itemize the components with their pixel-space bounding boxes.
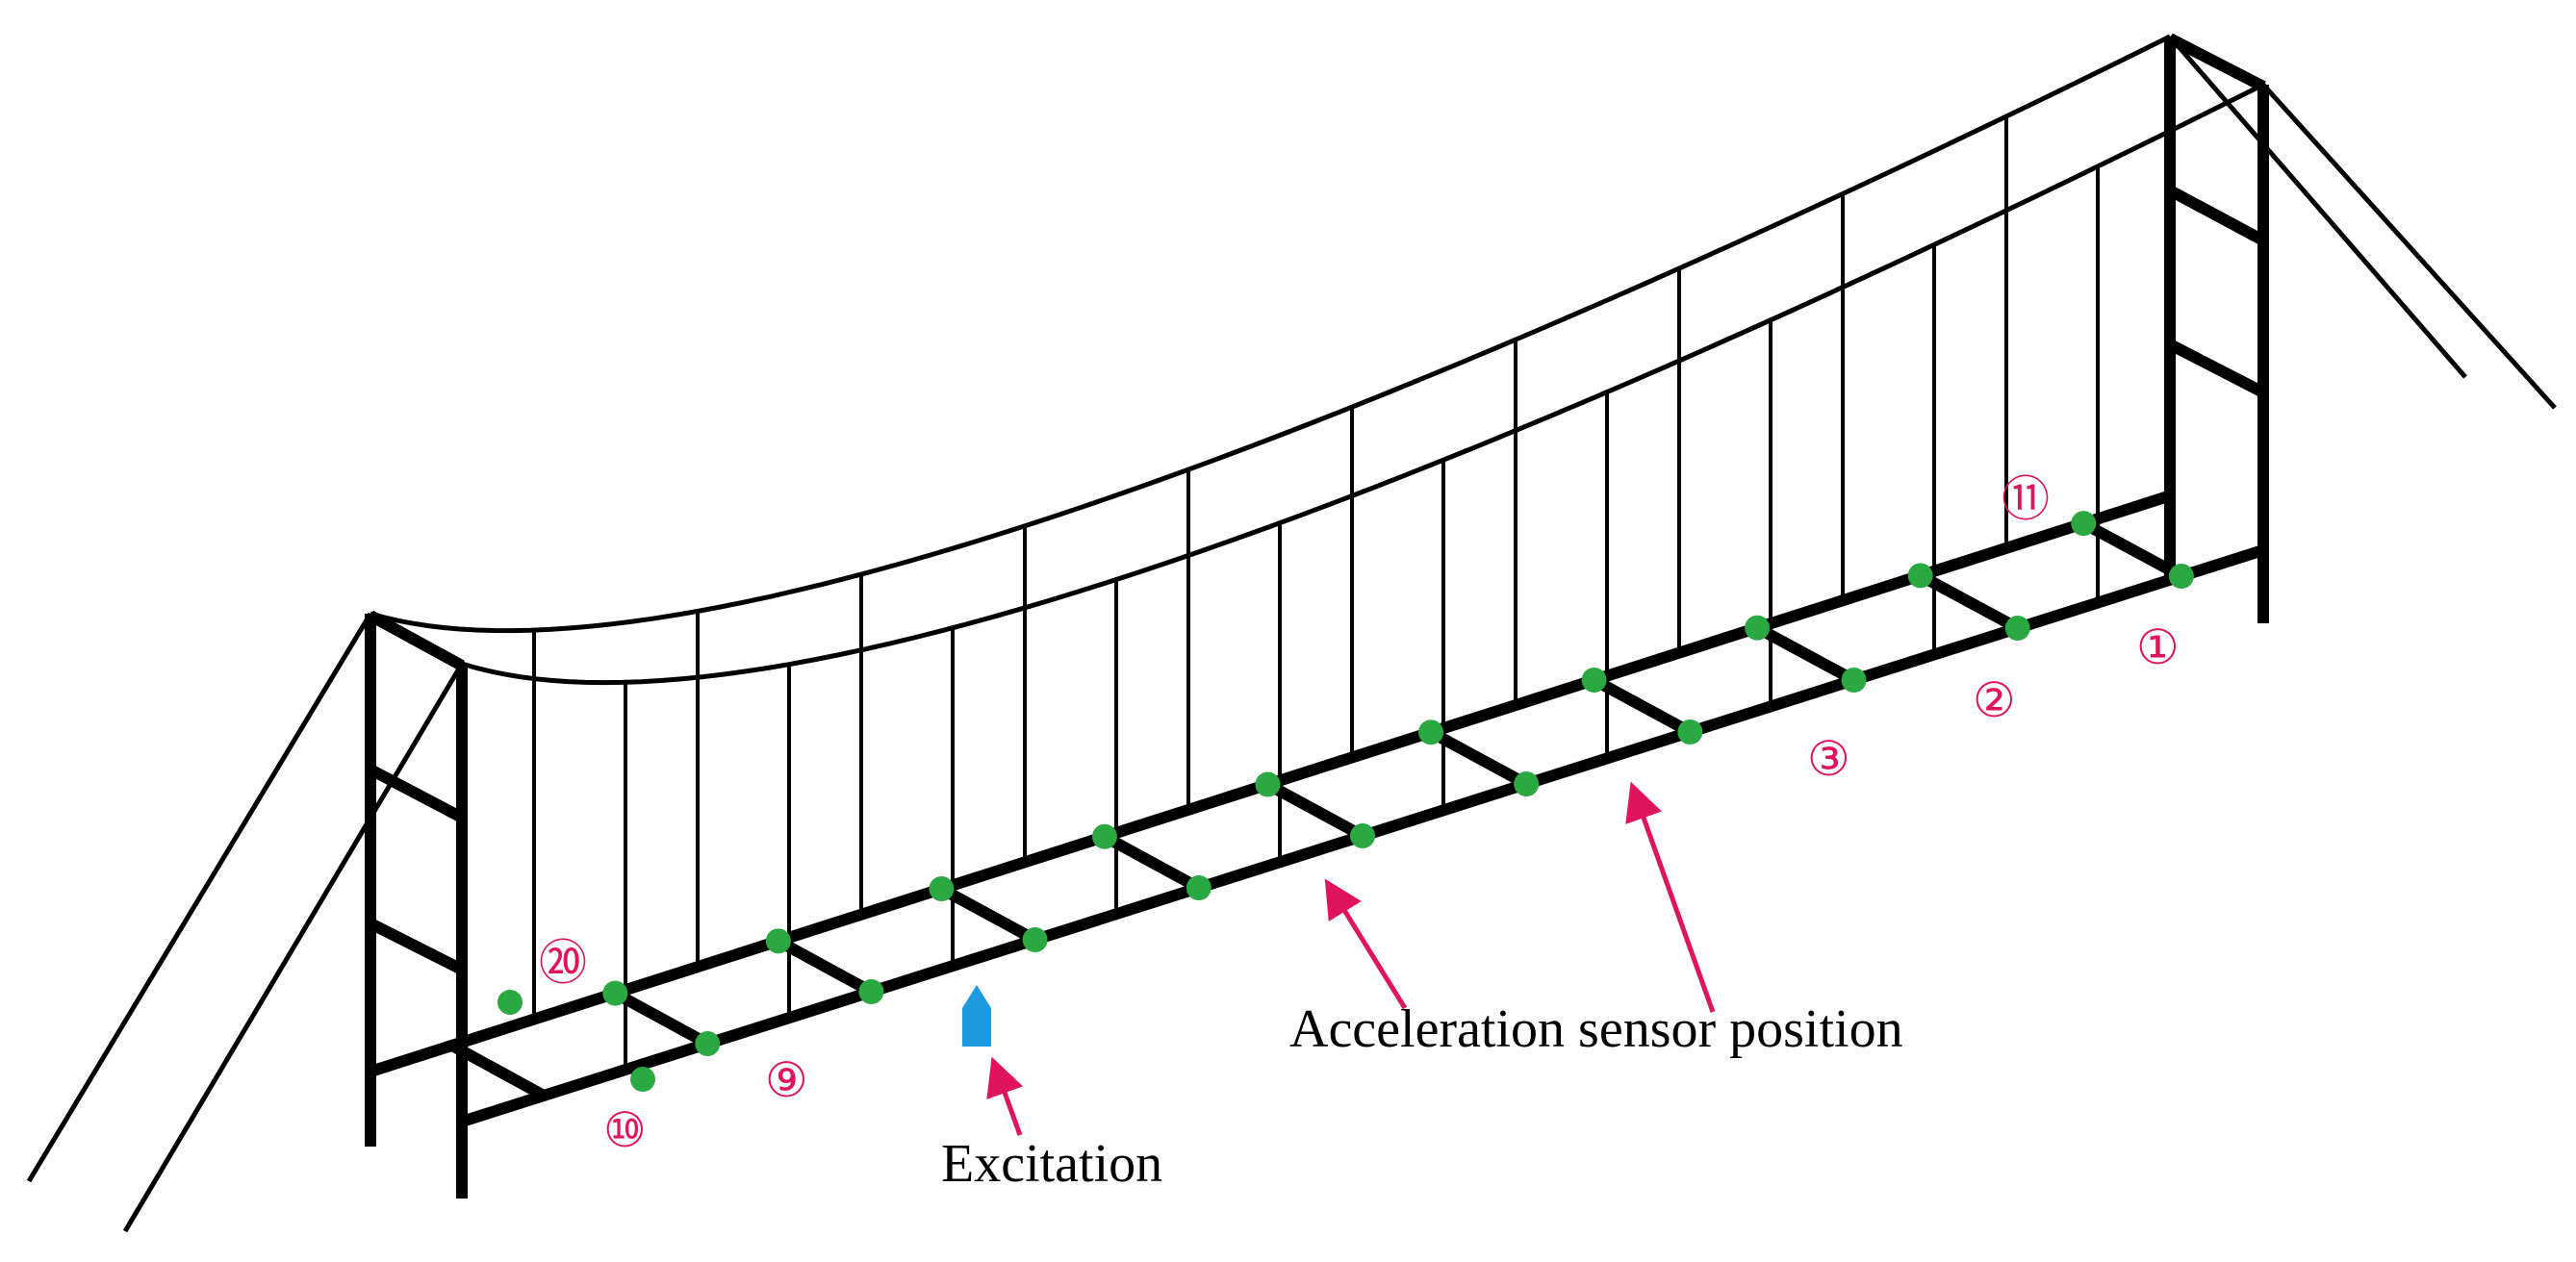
sensor-dot	[2071, 511, 2097, 537]
sensor-dot	[1255, 771, 1281, 797]
excitation-device	[962, 985, 991, 1047]
sensor-dot	[1841, 668, 1867, 693]
sensor-dot	[1350, 823, 1375, 848]
back-main-cable	[370, 34, 2172, 634]
sensor-dot	[1745, 615, 1771, 641]
sensor-dot	[1091, 823, 1117, 849]
cross-beam	[1914, 569, 2024, 634]
sensor-position-label: Acceleration sensor position	[1289, 999, 1903, 1059]
sensor-number-9: ⑨	[765, 1052, 808, 1108]
excitation-arrow	[986, 1056, 1024, 1136]
sensor-number-20: ⑳	[539, 935, 587, 991]
sensor-dot	[1186, 875, 1211, 900]
cross-beam	[2078, 517, 2187, 582]
cross-beam	[1588, 673, 1696, 738]
sensor-dot	[1677, 719, 1703, 745]
front-main-cable	[461, 82, 2265, 686]
backstay-cables	[26, 35, 2557, 1233]
sensor-dot	[858, 979, 884, 1004]
sensor-number-2: ②	[1973, 672, 2016, 728]
sensor-arrow-2	[1625, 781, 1716, 1013]
cross-beam	[1098, 830, 1205, 894]
sensor-dot	[1418, 719, 1444, 745]
sensor-number-labels: ① ② ③ ⑨ ⑩ ⑪ ⑳	[539, 471, 2180, 1158]
cross-beam	[446, 1039, 550, 1101]
right-tower	[2164, 33, 2269, 623]
cross-beam	[1262, 778, 1368, 842]
sensor-number-3: ③	[1807, 731, 1850, 787]
annotation-arrows	[986, 781, 1716, 1136]
sensor-dot	[1022, 927, 1048, 952]
sensor-dot	[1514, 771, 1540, 796]
sensor-dot	[695, 1031, 721, 1056]
sensor-number-11: ⑪	[2002, 471, 2050, 527]
sensor-dot	[2004, 616, 2030, 641]
sensor-dot	[2168, 564, 2194, 589]
sensor-dot	[630, 1067, 655, 1092]
sensor-arrow-1	[1324, 878, 1408, 1010]
cross-beam	[772, 935, 878, 997]
sensor-dot	[497, 990, 523, 1015]
sensor-dot	[1581, 667, 1607, 693]
acceleration-sensors	[497, 511, 2194, 1092]
cross-beam	[609, 987, 714, 1049]
sensor-dot	[765, 928, 791, 954]
cross-beam	[1425, 726, 1533, 790]
sensor-dot	[602, 980, 628, 1006]
main-cables	[370, 34, 2265, 686]
cross-beam	[1751, 621, 1860, 686]
excitation-label: Excitation	[941, 1134, 1162, 1194]
sensor-number-1: ①	[2136, 619, 2180, 675]
sensor-number-10: ⑩	[603, 1102, 647, 1158]
left-tower	[365, 610, 468, 1199]
sensor-dot	[1907, 563, 1933, 589]
sensor-dot	[929, 876, 955, 902]
cross-beam	[935, 883, 1041, 946]
